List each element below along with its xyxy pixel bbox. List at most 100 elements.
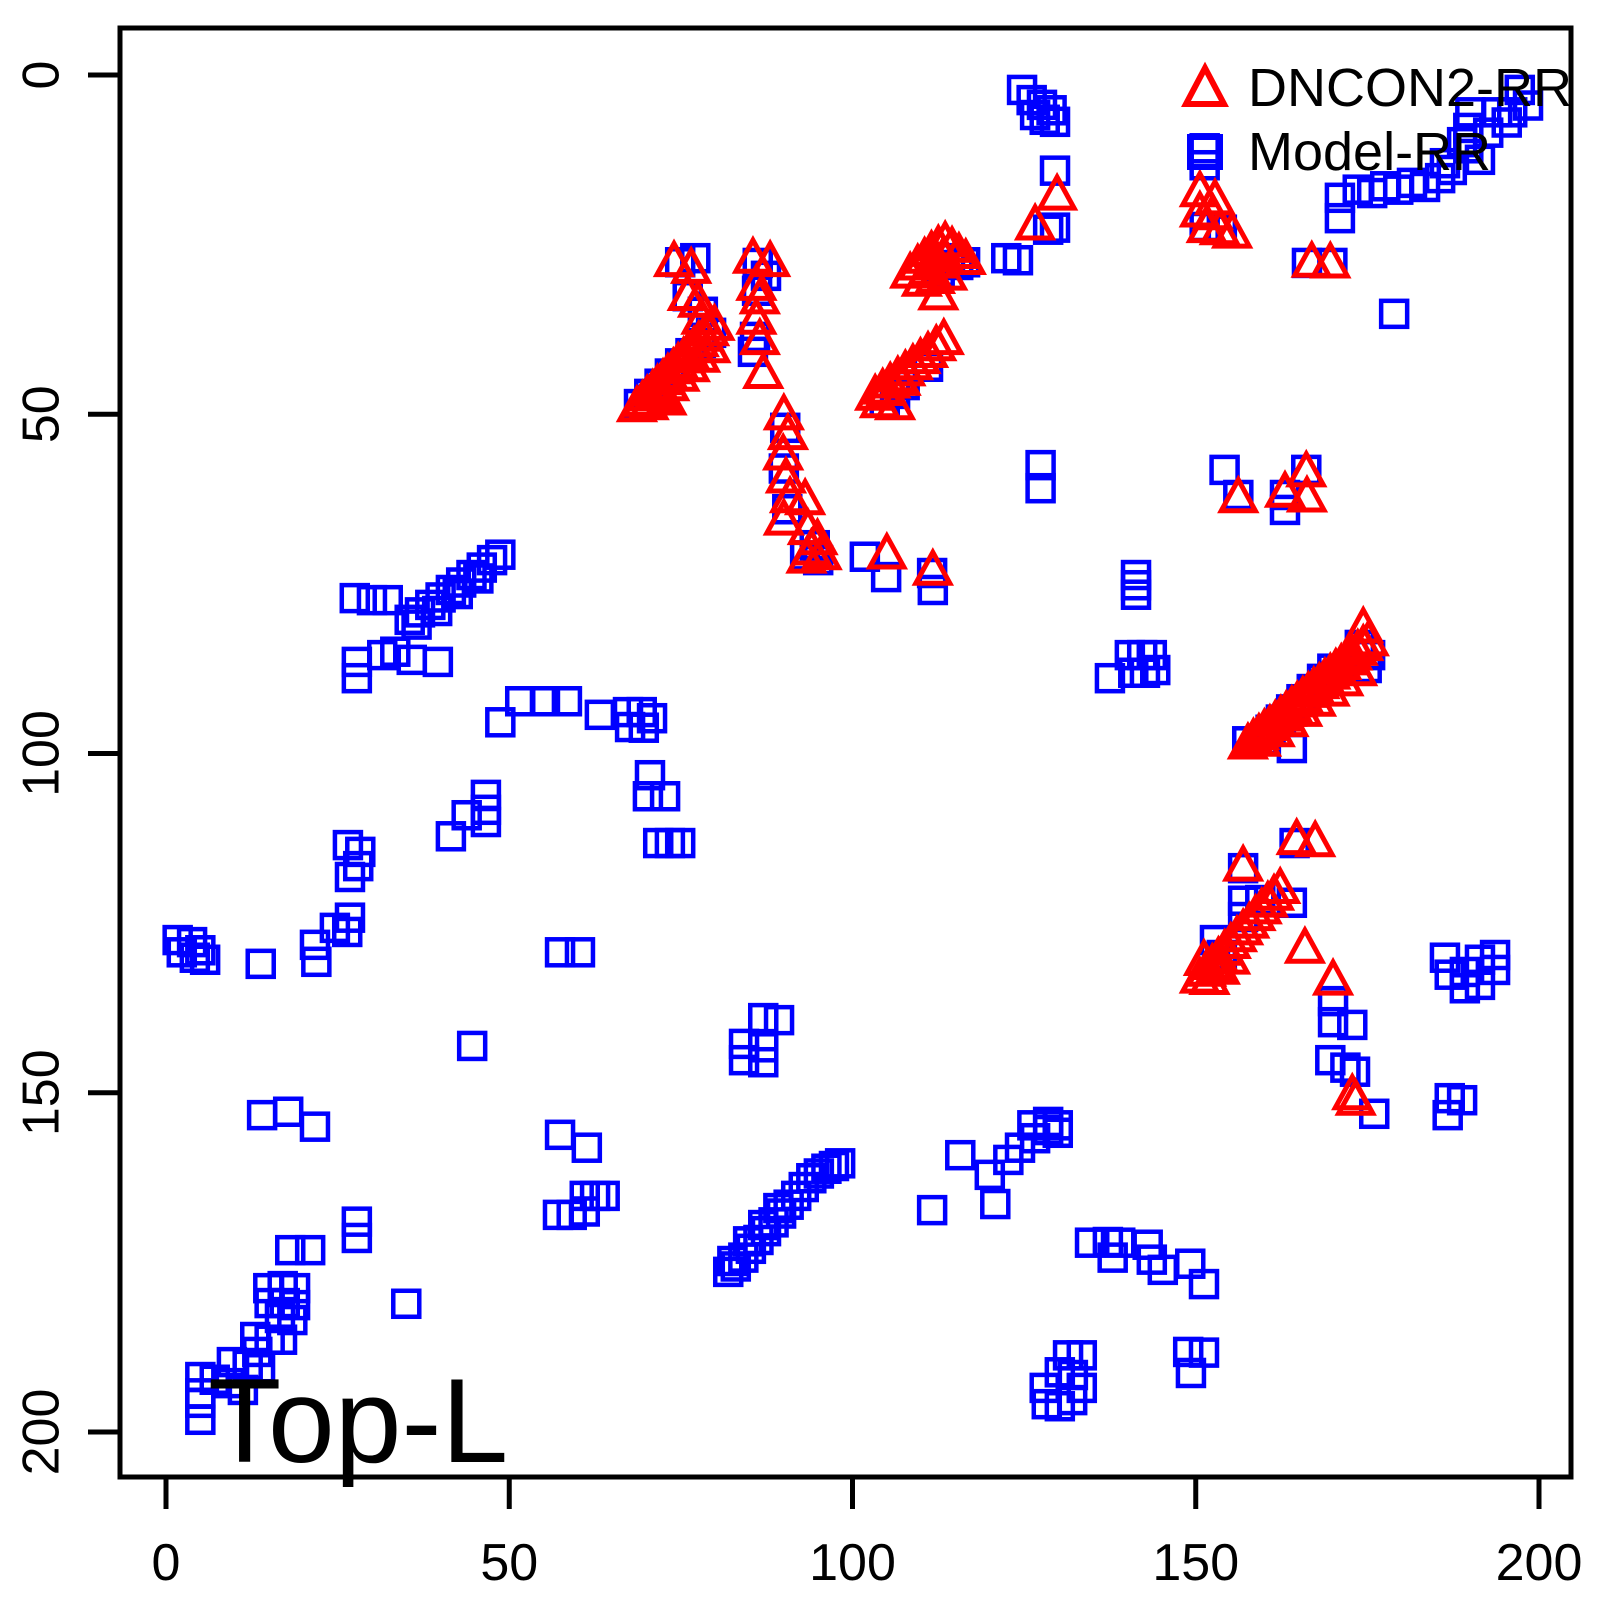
legend: DNCON2-RR Model-RR bbox=[1181, 58, 1572, 182]
data-point-square bbox=[916, 1194, 948, 1226]
data-point-triangle bbox=[917, 271, 960, 311]
data-point-triangle bbox=[891, 341, 935, 381]
data-point-triangle bbox=[742, 350, 785, 390]
data-point-square bbox=[1491, 107, 1522, 138]
data-point-square bbox=[1120, 569, 1152, 601]
data-point-square bbox=[1330, 1052, 1361, 1083]
data-point-square bbox=[272, 1096, 304, 1127]
data-point-triangle bbox=[1035, 171, 1079, 211]
data-point-square bbox=[1453, 112, 1484, 144]
data-point-square bbox=[1324, 182, 1356, 214]
data-point-triangle bbox=[738, 316, 782, 356]
data-point-square bbox=[246, 1099, 278, 1131]
data-point-triangle bbox=[915, 322, 958, 362]
data-point-triangle bbox=[762, 496, 806, 536]
data-point-square bbox=[277, 1304, 308, 1336]
data-point-square bbox=[728, 1028, 760, 1060]
data-point-square bbox=[529, 686, 561, 717]
data-point-square bbox=[1039, 106, 1071, 138]
data-point-triangle bbox=[865, 530, 909, 570]
x-tick-label: 150 bbox=[1152, 1534, 1239, 1592]
data-point-square bbox=[356, 584, 388, 616]
data-point-square bbox=[1209, 454, 1240, 486]
data-point-square bbox=[1317, 985, 1349, 1017]
data-point-square bbox=[341, 646, 373, 678]
data-point-triangle bbox=[1294, 678, 1338, 717]
data-point-square bbox=[1097, 1242, 1128, 1273]
data-point-triangle bbox=[900, 258, 944, 297]
data-point-square bbox=[1175, 1357, 1207, 1389]
data-point-square bbox=[870, 561, 902, 593]
data-point-square bbox=[1472, 117, 1504, 148]
data-point-square bbox=[945, 1139, 976, 1171]
data-point-triangle bbox=[1221, 842, 1265, 882]
data-point-triangle bbox=[666, 272, 709, 312]
data-point-square bbox=[1002, 244, 1034, 276]
data-point-triangle bbox=[930, 224, 974, 263]
data-point-triangle bbox=[668, 343, 712, 383]
data-point-triangle bbox=[1336, 627, 1379, 666]
dncon2-rr-points bbox=[615, 168, 1390, 1116]
data-point-square bbox=[294, 1234, 326, 1266]
data-point-square bbox=[649, 780, 681, 812]
data-point-square bbox=[1025, 449, 1056, 481]
data-point-square bbox=[396, 644, 428, 676]
data-point-triangle bbox=[1267, 698, 1310, 738]
data-point-square bbox=[980, 1188, 1011, 1220]
data-point-square bbox=[664, 827, 696, 859]
data-point-triangle bbox=[1342, 604, 1385, 644]
data-point-triangle bbox=[1309, 239, 1352, 279]
data-point-triangle bbox=[748, 238, 792, 278]
data-point-triangle bbox=[944, 236, 987, 276]
data-point-triangle bbox=[658, 353, 701, 392]
data-point-square bbox=[1378, 298, 1410, 330]
data-point-square bbox=[334, 861, 366, 893]
data-point-square bbox=[1172, 1336, 1204, 1368]
data-point-square bbox=[1449, 973, 1481, 1004]
y-axis: 0 50 100 150 200 bbox=[13, 61, 120, 1475]
data-point-square bbox=[544, 937, 576, 968]
data-point-square bbox=[470, 806, 502, 838]
data-point-triangle bbox=[1280, 688, 1324, 727]
data-point-triangle bbox=[922, 316, 966, 356]
data-point-square bbox=[551, 686, 583, 717]
data-point-square bbox=[341, 1206, 373, 1237]
data-point-square bbox=[1066, 1340, 1098, 1371]
data-point-triangle bbox=[645, 376, 688, 416]
data-point-square bbox=[244, 1352, 276, 1384]
data-point-square bbox=[584, 699, 616, 731]
data-point-square bbox=[564, 937, 596, 968]
data-point-triangle bbox=[922, 233, 966, 273]
model-rr-points bbox=[162, 74, 1544, 1436]
data-point-square bbox=[185, 935, 216, 966]
data-point-triangle bbox=[1217, 474, 1260, 514]
y-tick-label: 100 bbox=[13, 710, 71, 797]
data-point-square bbox=[1025, 472, 1056, 504]
data-point-square bbox=[917, 574, 949, 606]
data-point-square bbox=[245, 948, 276, 980]
data-point-square bbox=[185, 1404, 216, 1436]
data-point-triangle bbox=[652, 238, 696, 278]
data-point-triangle bbox=[1335, 647, 1379, 687]
data-point-triangle bbox=[923, 218, 967, 258]
data-point-square bbox=[166, 937, 198, 968]
data-point-triangle bbox=[879, 357, 922, 396]
annotation-top-l: Top-L bbox=[208, 1354, 508, 1488]
data-point-triangle bbox=[1334, 1077, 1377, 1116]
data-point-square bbox=[485, 539, 516, 570]
data-point-triangle bbox=[1263, 469, 1307, 508]
data-point-square bbox=[1129, 657, 1161, 689]
data-point-square bbox=[485, 707, 516, 738]
data-point-square bbox=[451, 799, 482, 831]
data-point-square bbox=[185, 1387, 216, 1419]
data-point-square bbox=[1042, 1117, 1074, 1149]
data-point-square bbox=[391, 1288, 422, 1320]
data-point-triangle bbox=[678, 334, 722, 373]
data-point-triangle bbox=[1322, 657, 1365, 697]
x-tick-label: 0 bbox=[152, 1534, 181, 1592]
data-point-square bbox=[1496, 97, 1528, 128]
data-point-square bbox=[442, 578, 474, 610]
data-point-square bbox=[372, 584, 403, 616]
data-point-square bbox=[748, 1046, 779, 1078]
